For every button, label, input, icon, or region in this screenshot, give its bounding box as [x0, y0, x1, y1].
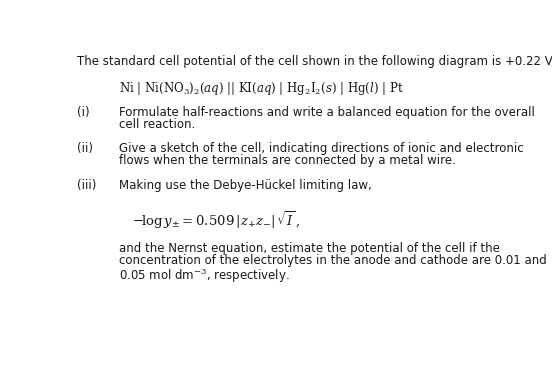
- Text: Formulate half-reactions and write a balanced equation for the overall: Formulate half-reactions and write a bal…: [119, 106, 535, 118]
- Text: cell reaction.: cell reaction.: [119, 118, 196, 131]
- Text: Making use the Debye-Hückel limiting law,: Making use the Debye-Hückel limiting law…: [119, 179, 372, 192]
- Text: (iii): (iii): [77, 179, 96, 192]
- Text: Ni $|$ Ni(NO$_3$)$_2$($aq$) $||$ KI($aq$) $|$ Hg$_2$I$_2$($s$) $|$ Hg($l$) $|$ P: Ni $|$ Ni(NO$_3$)$_2$($aq$) $||$ KI($aq$…: [119, 80, 404, 97]
- Text: $-\!\log y_{\pm} = 0.509\,|z_{+}z_{-}|\,\sqrt{I}\,,$: $-\!\log y_{\pm} = 0.509\,|z_{+}z_{-}|\,…: [132, 210, 300, 231]
- Text: 0.05 mol dm$^{-3}$, respectively.: 0.05 mol dm$^{-3}$, respectively.: [119, 266, 290, 285]
- Text: and the Nernst equation, estimate the potential of the cell if the: and the Nernst equation, estimate the po…: [119, 242, 500, 255]
- Text: (i): (i): [77, 106, 89, 118]
- Text: flows when the terminals are connected by a metal wire.: flows when the terminals are connected b…: [119, 154, 457, 167]
- Text: The standard cell potential of the cell shown in the following diagram is +0.22 : The standard cell potential of the cell …: [77, 55, 552, 68]
- Text: concentration of the electrolytes in the anode and cathode are 0.01 and: concentration of the electrolytes in the…: [119, 254, 547, 267]
- Text: (ii): (ii): [77, 142, 93, 155]
- Text: Give a sketch of the cell, indicating directions of ionic and electronic: Give a sketch of the cell, indicating di…: [119, 142, 524, 155]
